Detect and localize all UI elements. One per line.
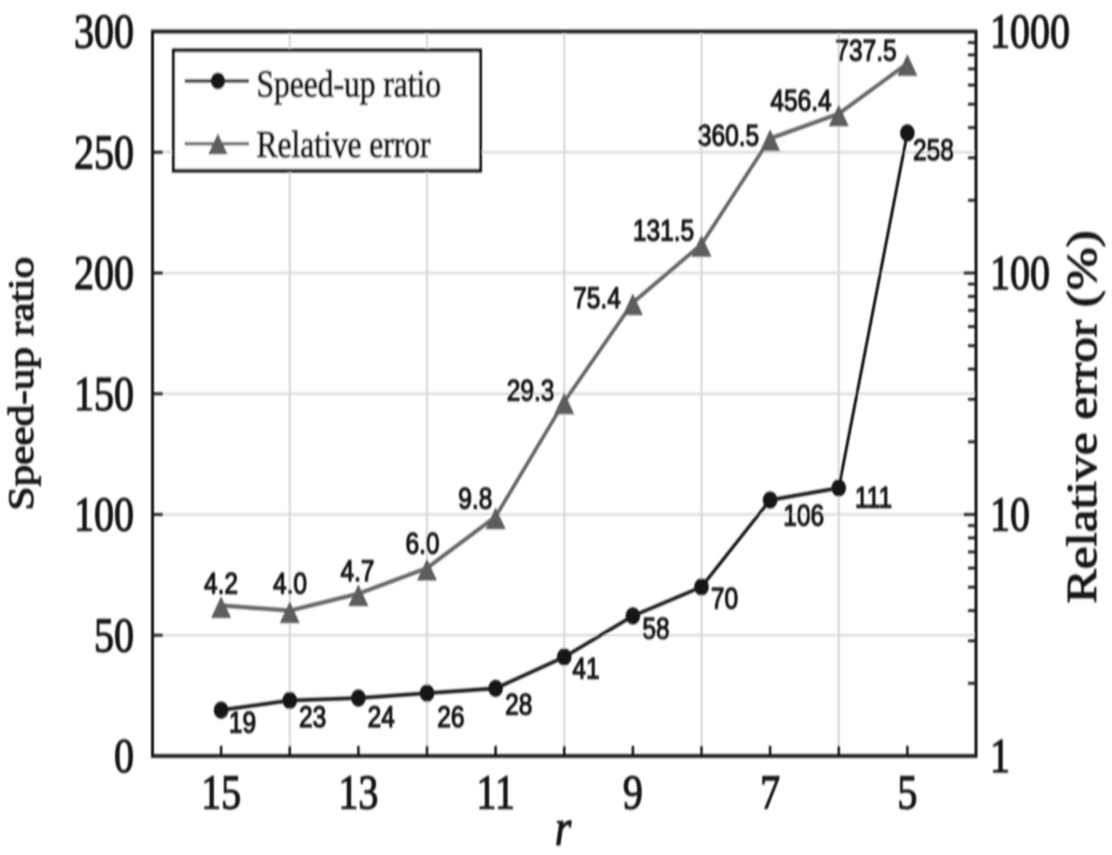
svg-text:Relative error (%): Relative error (%) (1059, 230, 1106, 603)
svg-text:15: 15 (201, 765, 241, 820)
svg-text:4.2: 4.2 (204, 566, 238, 600)
svg-text:50: 50 (94, 608, 134, 663)
svg-text:19: 19 (229, 705, 256, 739)
svg-text:10: 10 (990, 487, 1030, 542)
svg-text:4.7: 4.7 (340, 554, 374, 588)
svg-text:r: r (555, 800, 572, 855)
svg-text:Relative error: Relative error (257, 123, 431, 166)
svg-text:23: 23 (299, 700, 326, 734)
svg-text:360.5: 360.5 (698, 118, 759, 152)
svg-text:737.5: 737.5 (835, 33, 896, 67)
svg-text:7: 7 (760, 765, 780, 820)
svg-text:150: 150 (74, 366, 134, 421)
svg-text:70: 70 (711, 581, 738, 615)
svg-text:75.4: 75.4 (573, 281, 621, 315)
svg-text:28: 28 (505, 687, 532, 721)
svg-text:9.8: 9.8 (458, 481, 492, 515)
svg-text:100: 100 (74, 487, 134, 542)
svg-text:Speed-up ratio: Speed-up ratio (257, 63, 442, 106)
svg-text:58: 58 (642, 611, 669, 645)
svg-text:Speed-up ratio: Speed-up ratio (2, 257, 41, 511)
svg-text:258: 258 (913, 133, 954, 167)
svg-text:9: 9 (623, 765, 643, 820)
svg-text:106: 106 (783, 498, 824, 532)
svg-text:26: 26 (437, 700, 464, 734)
svg-text:0: 0 (114, 728, 134, 783)
svg-text:5: 5 (897, 765, 917, 820)
svg-text:100: 100 (990, 245, 1050, 300)
svg-text:131.5: 131.5 (633, 213, 694, 247)
svg-text:200: 200 (74, 245, 134, 300)
svg-text:1000: 1000 (990, 4, 1070, 59)
svg-text:41: 41 (572, 651, 599, 685)
svg-text:24: 24 (368, 700, 395, 734)
svg-text:300: 300 (74, 4, 134, 59)
svg-text:13: 13 (338, 765, 378, 820)
svg-text:4.0: 4.0 (273, 566, 307, 600)
svg-text:456.4: 456.4 (770, 83, 831, 117)
svg-text:6.0: 6.0 (405, 526, 439, 560)
svg-text:1: 1 (990, 728, 1010, 783)
svg-text:111: 111 (855, 480, 892, 514)
svg-text:29.3: 29.3 (507, 373, 555, 407)
svg-text:11: 11 (476, 765, 514, 820)
svg-text:250: 250 (74, 125, 134, 180)
